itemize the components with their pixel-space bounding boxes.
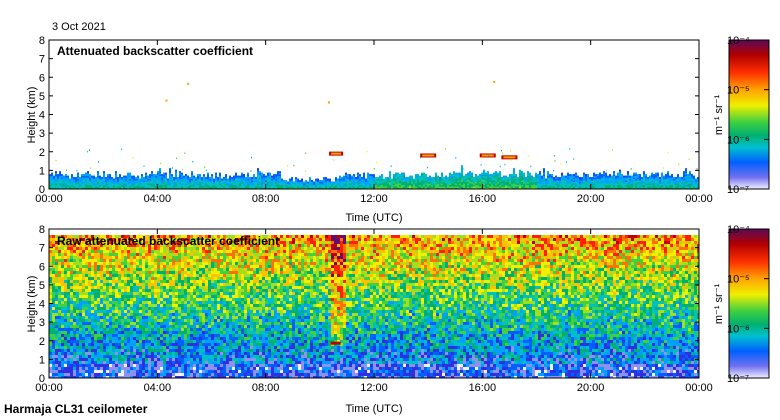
x-tick-label: 20:00 xyxy=(577,382,605,394)
cloud-mark xyxy=(330,341,341,345)
instrument-label: Harmaja CL31 ceilometer xyxy=(4,402,148,416)
colorbar-tick-label: 10⁻⁴ xyxy=(727,35,750,47)
y-tick-label: 3 xyxy=(39,128,45,140)
y-tick-label: 7 xyxy=(39,243,45,255)
y-tick-label: 6 xyxy=(39,72,45,84)
y-tick-label: 8 xyxy=(39,35,45,47)
y-tick-label: 4 xyxy=(39,299,45,311)
colorbar-label: m⁻¹ sr⁻¹ xyxy=(713,95,725,136)
date-label: 3 Oct 2021 xyxy=(52,21,106,33)
raw-backscatter-heatmap xyxy=(49,235,699,378)
x-tick-label: 00:00 xyxy=(685,382,713,394)
x-tick-label: 08:00 xyxy=(252,193,280,205)
y-tick-label: 6 xyxy=(39,261,45,273)
x-tick-label: 04:00 xyxy=(144,382,172,394)
x-tick-label: 04:00 xyxy=(144,193,172,205)
y-tick-label: 7 xyxy=(39,54,45,66)
x-axis-label: Time (UTC) xyxy=(345,403,402,415)
y-tick-label: 0 xyxy=(39,184,45,196)
y-tick-label: 1 xyxy=(39,354,45,366)
y-tick-label: 5 xyxy=(39,91,45,103)
x-tick-label: 00:00 xyxy=(35,193,63,205)
x-tick-label: 16:00 xyxy=(469,382,497,394)
x-tick-label: 12:00 xyxy=(360,193,388,205)
y-axis-label: Height (km) xyxy=(26,276,38,333)
x-axis-label: Time (UTC) xyxy=(345,212,402,224)
y-tick-label: 5 xyxy=(39,280,45,292)
colorbar-tick-label: 10⁻⁷ xyxy=(727,184,749,196)
panel-title: Raw attenuated backscatter coefficient xyxy=(57,234,279,248)
y-tick-label: 3 xyxy=(39,317,45,329)
colorbar: 10⁻⁴ 10⁻⁵ 10⁻⁶ 10⁻⁷ m⁻¹ sr⁻¹ xyxy=(713,224,770,385)
y-tick-label: 4 xyxy=(39,110,45,122)
x-tick-label: 12:00 xyxy=(360,382,388,394)
y-tick-label: 2 xyxy=(39,336,45,348)
backscatter-panel: Attenuated backscatter coefficient 0 1 2 3 4… xyxy=(26,35,713,224)
colorbar-tick-label: 10⁻⁵ xyxy=(727,274,750,286)
colorbar-tick-label: 10⁻⁵ xyxy=(727,85,750,97)
raw-backscatter-panel: Raw attenuated backscatter coefficient 0… xyxy=(26,224,713,415)
x-tick-label: 16:00 xyxy=(469,193,497,205)
x-tick-label: 08:00 xyxy=(252,382,280,394)
x-tick-label: 00:00 xyxy=(35,382,63,394)
colorbar-label: m⁻¹ sr⁻¹ xyxy=(713,284,725,325)
y-tick-label: 0 xyxy=(39,373,45,385)
y-tick-label: 2 xyxy=(39,147,45,159)
y-tick-label: 1 xyxy=(39,165,45,177)
colorbar-tick-label: 10⁻⁷ xyxy=(727,373,749,385)
y-tick-label: 8 xyxy=(39,224,45,236)
x-tick-label: 20:00 xyxy=(577,193,605,205)
colorbar-tick-label: 10⁻⁴ xyxy=(727,224,750,236)
colorbar-tick-label: 10⁻⁶ xyxy=(727,323,750,335)
colorbar: 10⁻⁴ 10⁻⁵ 10⁻⁶ 10⁻⁷ m⁻¹ sr⁻¹ xyxy=(713,35,770,196)
panel-title: Attenuated backscatter coefficient xyxy=(57,44,253,58)
y-axis-label: Height (km) xyxy=(26,87,38,144)
x-tick-label: 00:00 xyxy=(685,193,713,205)
backscatter-heatmap xyxy=(49,80,699,189)
colorbar-tick-label: 10⁻⁶ xyxy=(727,134,750,146)
